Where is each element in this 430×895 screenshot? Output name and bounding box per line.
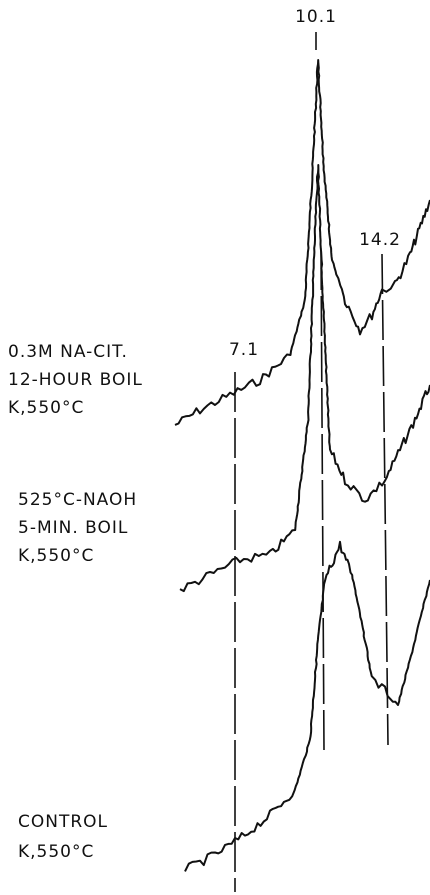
trace-label: CONTROL xyxy=(18,812,108,832)
diffraction-trace xyxy=(174,59,430,426)
diffraction-trace xyxy=(179,164,430,593)
traces xyxy=(174,59,430,872)
diffraction-trace xyxy=(184,540,430,872)
peak-label: 10.1 xyxy=(295,7,337,27)
trace-label: 525°C-NAOH xyxy=(18,490,137,510)
trace-label: 5-MIN. BOIL xyxy=(18,518,128,538)
trace-label: K,550°C xyxy=(18,546,94,566)
guide-line xyxy=(320,249,325,751)
trace-label: 12-HOUR BOIL xyxy=(8,370,143,390)
trace-label: 0.3M NA-CIT. xyxy=(8,342,128,362)
peak-label: 14.2 xyxy=(359,230,401,250)
guide-line xyxy=(381,253,389,746)
trace-label: K,550°C xyxy=(8,398,84,418)
trace-label: K,550°C xyxy=(18,842,94,862)
peak-label: 7.1 xyxy=(229,340,259,360)
